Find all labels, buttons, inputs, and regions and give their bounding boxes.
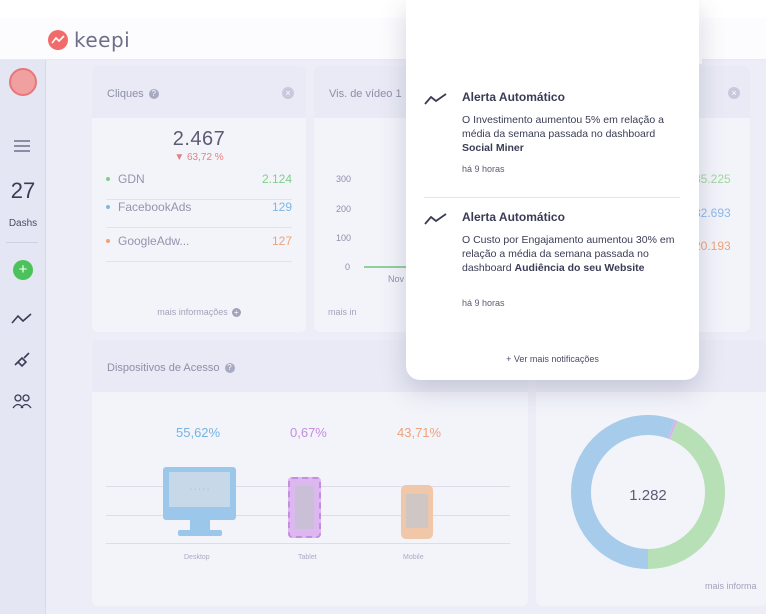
sidebar: 27 Dashs + bbox=[0, 60, 46, 614]
sidebar-divider bbox=[6, 242, 38, 243]
help-icon[interactable]: ? bbox=[224, 363, 235, 373]
close-icon[interactable]: × bbox=[282, 87, 294, 99]
app-logo[interactable]: keepi bbox=[48, 28, 130, 52]
close-icon[interactable]: × bbox=[728, 87, 740, 99]
divider bbox=[424, 197, 680, 198]
list-item: GoogleAdw... 127 bbox=[106, 234, 292, 262]
device-label: Desktop bbox=[184, 554, 210, 561]
notification-title: Alerta Automático bbox=[462, 90, 565, 104]
desktop-pct: 55,62% bbox=[176, 425, 221, 440]
keepi-logo-icon bbox=[48, 30, 68, 50]
trend-icon[interactable] bbox=[10, 310, 34, 328]
see-more-notifications-link[interactable]: + Ver mais notificações bbox=[506, 354, 599, 364]
donut-center-value: 1.282 bbox=[629, 487, 667, 504]
y-tick: 100 bbox=[336, 233, 352, 243]
plus-icon: + bbox=[231, 308, 241, 317]
dash-count-label: Dashs bbox=[8, 218, 38, 229]
notification-title: Alerta Automático bbox=[462, 210, 565, 224]
mobile-icon bbox=[401, 485, 433, 539]
desktop-icon: · · · · · bbox=[163, 467, 236, 520]
card-title: Vis. de vídeo 1 bbox=[329, 88, 402, 100]
x-tick: Nov bbox=[388, 274, 405, 284]
notification-time: há 9 horas bbox=[462, 164, 505, 174]
dash-count: 27 bbox=[10, 178, 36, 203]
cliques-delta: ▼ 63,72 % bbox=[174, 152, 224, 163]
tablet-pct: 0,67% bbox=[290, 425, 327, 440]
device-label: Tablet bbox=[298, 554, 317, 561]
list-item: FacebookAds 129 bbox=[106, 200, 292, 228]
trend-icon bbox=[424, 93, 447, 105]
avatar[interactable] bbox=[9, 68, 37, 96]
more-info-link[interactable]: mais in bbox=[328, 307, 357, 317]
tablet-icon bbox=[288, 477, 321, 538]
more-info-link[interactable]: mais informa bbox=[705, 581, 757, 591]
help-icon[interactable]: ? bbox=[148, 89, 159, 99]
more-info-link[interactable]: mais informações + bbox=[92, 307, 306, 317]
notification-time: há 9 horas bbox=[462, 298, 505, 308]
add-dashboard-button[interactable]: + bbox=[13, 260, 33, 280]
notification-body: O Investimento aumentou 5% em relação a … bbox=[462, 114, 664, 154]
y-tick: 0 bbox=[345, 262, 351, 272]
donut-slice-mobile bbox=[571, 415, 725, 569]
series-line bbox=[364, 266, 408, 268]
device-label: Mobile bbox=[403, 554, 424, 561]
metric-value: 35.225 bbox=[694, 172, 731, 186]
third-card: × 35.225 32.693 20.193 bbox=[690, 66, 750, 332]
metric-value: 32.693 bbox=[694, 206, 731, 220]
notification-body: O Custo por Engajamento aumentou 30% em … bbox=[462, 234, 675, 274]
hamburger-menu-icon[interactable] bbox=[14, 140, 30, 155]
metric-value: 20.193 bbox=[694, 239, 731, 253]
users-icon[interactable] bbox=[10, 392, 34, 410]
mobile-pct: 43,71% bbox=[397, 425, 442, 440]
plug-icon[interactable] bbox=[10, 350, 34, 368]
cliques-card: Cliques? × 2.467 ▼ 63,72 % GDN 2.124 Fac… bbox=[92, 66, 306, 332]
card-title: Dispositivos de Acesso bbox=[107, 362, 220, 374]
list-item: GDN 2.124 bbox=[106, 172, 292, 200]
y-tick: 300 bbox=[336, 174, 352, 184]
y-tick: 200 bbox=[336, 204, 352, 214]
logo-text: keepi bbox=[74, 28, 131, 52]
cliques-total: 2.467 bbox=[172, 128, 226, 150]
card-title: Cliques bbox=[107, 88, 144, 100]
trend-icon bbox=[424, 213, 447, 225]
donut-chart bbox=[571, 415, 725, 569]
notifications-panel: Alerta Automático O Investimento aumento… bbox=[406, 0, 699, 380]
